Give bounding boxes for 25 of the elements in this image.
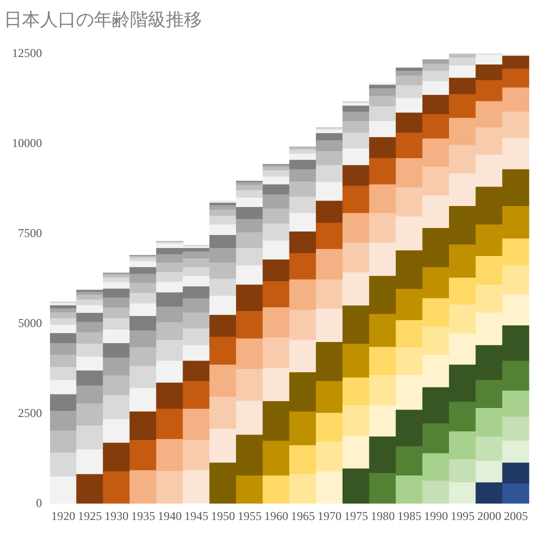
x-tick-label: 1920 <box>51 508 76 523</box>
x-tick-label: 1960 <box>264 508 288 523</box>
x-tick-label: 1930 <box>104 508 129 523</box>
y-tick-label: 5000 <box>18 316 42 330</box>
x-tick-label: 1940 <box>158 508 182 523</box>
x-tick-label: 1980 <box>370 508 395 523</box>
x-tick-label: 1955 <box>238 508 262 523</box>
x-tick-label: 1935 <box>131 508 156 523</box>
y-tick-label: 7500 <box>18 226 42 240</box>
x-tick-label: 2000 <box>477 508 502 523</box>
x-tick-label: 1970 <box>318 508 342 523</box>
y-tick-label: 12500 <box>12 46 42 60</box>
x-tick-label: 1950 <box>211 508 236 523</box>
y-tick-label: 10000 <box>12 136 42 150</box>
x-tick-label: 1990 <box>424 508 448 523</box>
chart-title: 日本人口の年齢階級推移 <box>4 9 202 30</box>
x-tick-label: 1945 <box>184 508 208 523</box>
y-tick-label: 2500 <box>18 406 42 420</box>
x-tick-label: 1985 <box>397 508 422 523</box>
y-tick-label: 0 <box>36 496 42 510</box>
x-tick-label: 1925 <box>78 508 102 523</box>
x-tick-label: 1975 <box>344 508 368 523</box>
x-tick-label: 1965 <box>290 508 315 523</box>
x-tick-label: 2005 <box>504 508 528 523</box>
x-tick-label: 1995 <box>450 508 475 523</box>
